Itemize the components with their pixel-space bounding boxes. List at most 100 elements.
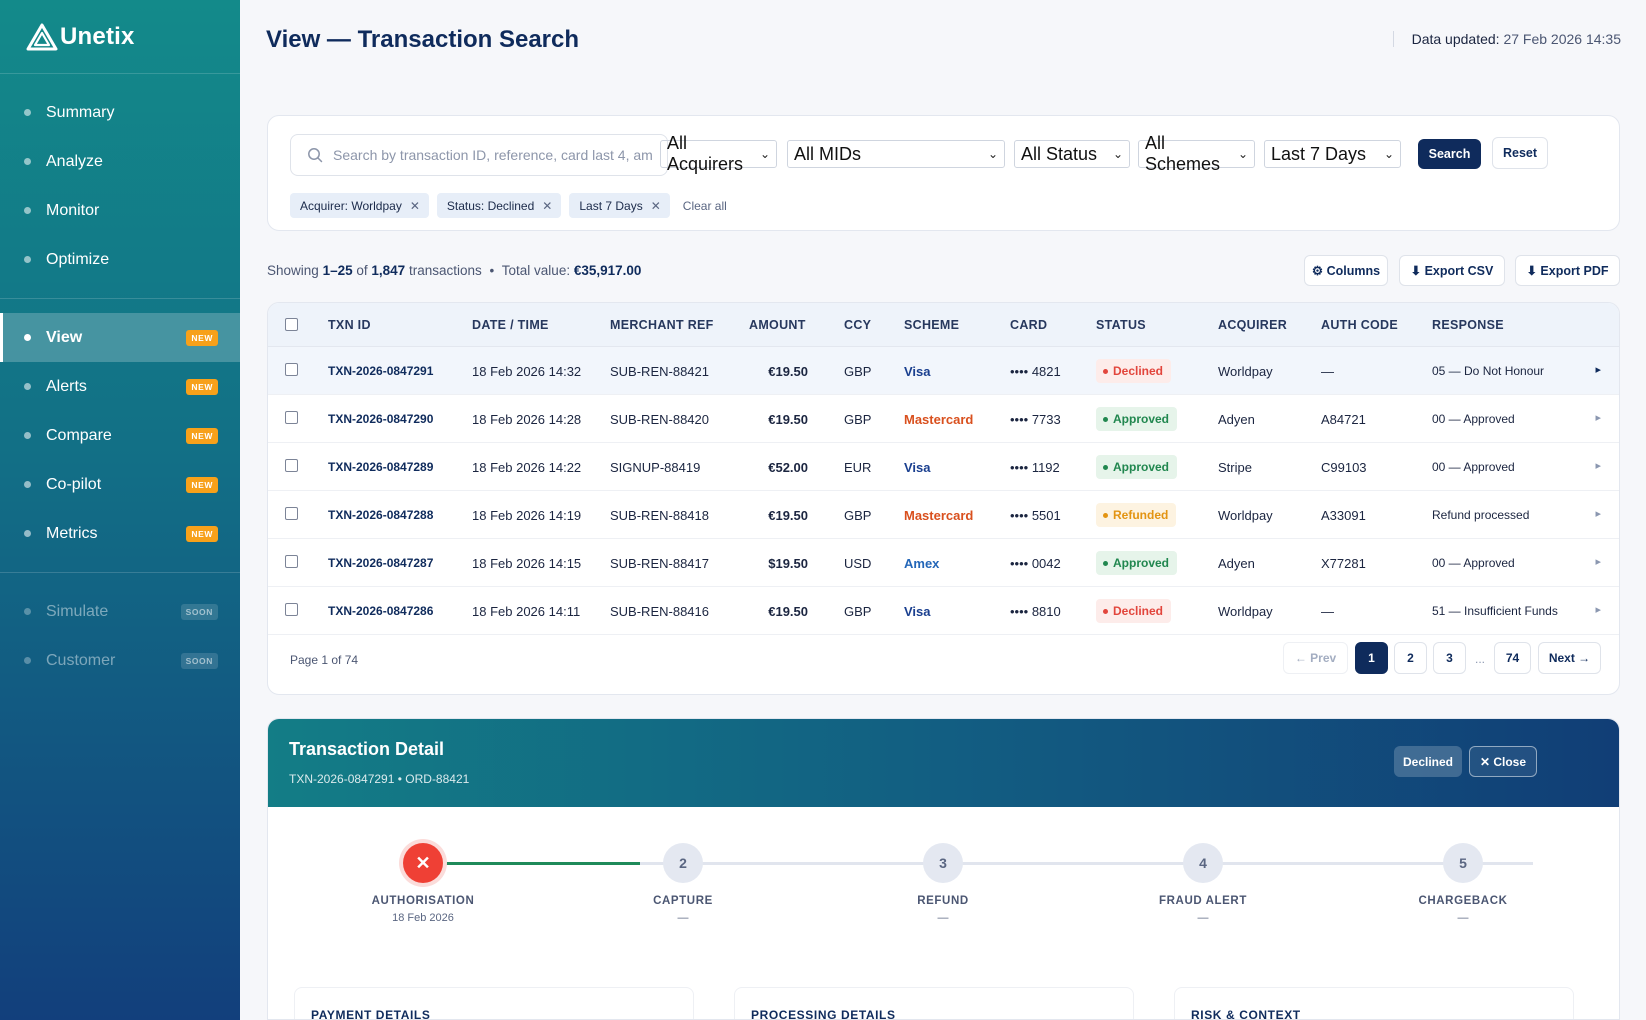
acquirer: Worldpay: [1218, 508, 1273, 523]
next-page-button[interactable]: Next →: [1538, 642, 1601, 674]
remove-chip-icon[interactable]: ✕: [542, 198, 553, 213]
sidebar-item-compare[interactable]: Compare NEW: [0, 411, 240, 460]
sidebar-item-optimize[interactable]: Optimize: [0, 235, 240, 284]
column-header[interactable]: AMOUNT: [749, 318, 806, 332]
close-button[interactable]: ✕ Close: [1469, 746, 1537, 777]
acquirer: Worldpay: [1218, 604, 1273, 619]
chip-label: Acquirer: Worldpay: [300, 198, 402, 213]
sidebar-item-analyze[interactable]: Analyze: [0, 137, 240, 186]
step-label: CAPTURE: [653, 895, 713, 907]
currency: USD: [844, 556, 872, 571]
column-header[interactable]: CARD: [1010, 318, 1048, 332]
sidebar-item-metrics[interactable]: Metrics NEW: [0, 509, 240, 558]
page-button-3[interactable]: 3: [1433, 642, 1466, 674]
page-button-1[interactable]: 1: [1355, 642, 1388, 674]
row-checkbox[interactable]: [285, 555, 298, 568]
prev-page-button[interactable]: ← Prev: [1283, 642, 1348, 674]
new-badge: NEW: [186, 525, 218, 542]
row-checkbox[interactable]: [285, 459, 298, 472]
timeline-step-chargeback: 5 CHARGEBACK —: [1383, 843, 1543, 924]
status-dot-icon: [1103, 464, 1108, 470]
sidebar-item-alerts[interactable]: Alerts NEW: [0, 362, 240, 411]
unit-label: transactions: [408, 263, 482, 278]
search-button[interactable]: Search: [1418, 139, 1481, 169]
clear-all-link[interactable]: Clear all: [682, 198, 727, 213]
txn-id-link[interactable]: TXN-2026-0847289: [328, 460, 434, 474]
export-csv-button[interactable]: ⬇ Export CSV: [1399, 255, 1505, 286]
auth-code: X77281: [1321, 556, 1366, 571]
table-row[interactable]: TXN-2026-0847290 18 Feb 2026 14:28 SUB-REN…: [268, 395, 1619, 443]
txn-id-link[interactable]: TXN-2026-0847286: [328, 604, 434, 618]
result-count: 1,847: [371, 263, 406, 278]
column-header[interactable]: SCHEME: [904, 318, 960, 332]
search-input[interactable]: [333, 147, 653, 163]
chevron-right-icon[interactable]: ▸: [1595, 508, 1601, 520]
column-header[interactable]: ACQUIRER: [1218, 318, 1288, 332]
column-header[interactable]: STATUS: [1096, 318, 1146, 332]
search-field[interactable]: [290, 134, 668, 176]
chevron-right-icon[interactable]: ▸: [1595, 604, 1601, 616]
status-label: Approved: [1113, 460, 1170, 474]
response-text: 00 — Approved: [1432, 412, 1515, 426]
sidebar-item-customer: Customer SOON: [0, 636, 240, 685]
sidebar-item-simulate: Simulate SOON: [0, 587, 240, 636]
amount: €19.50: [768, 412, 808, 427]
sidebar-item-summary[interactable]: Summary: [0, 88, 240, 137]
column-header[interactable]: CCY: [844, 318, 872, 332]
chevron-right-icon[interactable]: ▸: [1595, 460, 1601, 472]
columns-button[interactable]: ⚙ Columns: [1304, 255, 1388, 286]
filter-chip-period: Last 7 Days ✕: [569, 193, 670, 218]
select-all-checkbox[interactable]: [285, 318, 298, 331]
export-pdf-button[interactable]: ⬇ Export PDF: [1515, 255, 1620, 286]
column-header[interactable]: TXN ID: [328, 318, 371, 332]
mid-select[interactable]: All MIDs ⌄: [787, 140, 1005, 168]
merchant-ref: SIGNUP-88419: [610, 460, 701, 475]
chevron-right-icon[interactable]: ▸: [1595, 412, 1601, 424]
txn-id-link[interactable]: TXN-2026-0847288: [328, 508, 434, 522]
detail-subtitle: TXN-2026-0847291 • ORD-88421: [289, 772, 470, 786]
table-row[interactable]: TXN-2026-0847291 18 Feb 2026 14:32 SUB-REN…: [268, 347, 1619, 395]
page-button-last[interactable]: 74: [1494, 642, 1531, 674]
row-checkbox[interactable]: [285, 411, 298, 424]
column-header[interactable]: AUTH CODE: [1321, 318, 1399, 332]
txn-id-link[interactable]: TXN-2026-0847290: [328, 412, 434, 426]
amount: €52.00: [768, 460, 808, 475]
column-header[interactable]: RESPONSE: [1432, 318, 1504, 332]
period-select[interactable]: Last 7 Days ⌄: [1264, 140, 1401, 168]
sidebar-item-monitor[interactable]: Monitor: [0, 186, 240, 235]
reset-button[interactable]: Reset: [1492, 137, 1548, 169]
chevron-down-icon: ⌄: [1112, 147, 1123, 161]
sidebar-item-co-pilot[interactable]: Co-pilot NEW: [0, 460, 240, 509]
remove-chip-icon[interactable]: ✕: [409, 198, 420, 213]
sidebar-item-view[interactable]: View NEW: [0, 313, 240, 362]
row-checkbox[interactable]: [285, 603, 298, 616]
brand[interactable]: Unetix: [0, 0, 240, 74]
row-checkbox[interactable]: [285, 363, 298, 376]
column-header[interactable]: MERCHANT REF: [610, 318, 714, 332]
new-badge: NEW: [186, 476, 218, 493]
status-select[interactable]: All Status ⌄: [1014, 140, 1130, 168]
remove-chip-icon[interactable]: ✕: [650, 198, 661, 213]
sidebar-item-label: Monitor: [46, 201, 100, 219]
page-button-2[interactable]: 2: [1394, 642, 1427, 674]
table-row[interactable]: TXN-2026-0847289 18 Feb 2026 14:22 SIGNUP-…: [268, 443, 1619, 491]
table-row[interactable]: TXN-2026-0847288 18 Feb 2026 14:19 SUB-REN…: [268, 491, 1619, 539]
table-row[interactable]: TXN-2026-0847286 18 Feb 2026 14:11 SUB-REN…: [268, 587, 1619, 635]
acquirer: Worldpay: [1218, 364, 1273, 379]
chevron-down-icon: ⌄: [987, 147, 998, 161]
chevron-right-icon[interactable]: ▸: [1595, 364, 1601, 376]
nav-dot-icon: [24, 158, 31, 165]
txn-id-link[interactable]: TXN-2026-0847287: [328, 556, 434, 570]
row-checkbox[interactable]: [285, 507, 298, 520]
currency: GBP: [844, 508, 872, 523]
nav-dot-icon: [24, 432, 31, 439]
scheme-select[interactable]: All Schemes ⌄: [1138, 133, 1255, 174]
table-row[interactable]: TXN-2026-0847287 18 Feb 2026 14:15 SUB-REN…: [268, 539, 1619, 587]
chevron-right-icon[interactable]: ▸: [1595, 556, 1601, 568]
acquirer-select[interactable]: All Acquirers ⌄: [660, 133, 777, 174]
column-header[interactable]: DATE / TIME: [472, 318, 549, 332]
txn-id-link[interactable]: TXN-2026-0847291: [328, 364, 434, 378]
step-date: —: [677, 912, 689, 924]
section-title: RISK & CONTEXT: [1191, 1008, 1301, 1020]
step-number: 2: [663, 843, 703, 883]
